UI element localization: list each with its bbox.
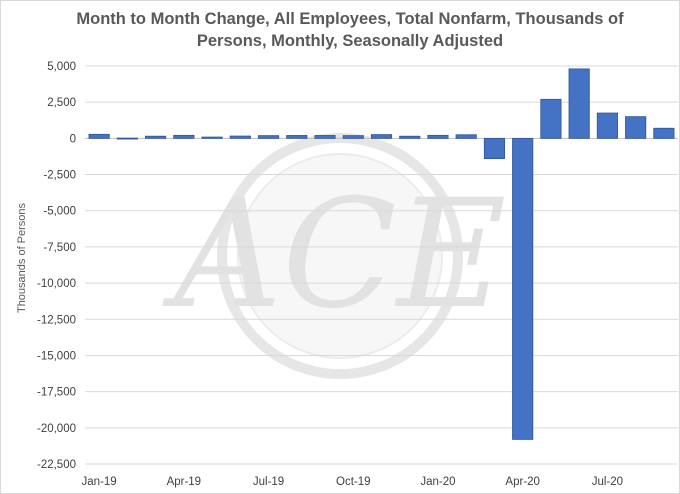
bar-mar-19 — [145, 135, 167, 139]
chart-title: Month to Month Change, All Employees, To… — [76, 10, 624, 50]
x-tick-label: Jan-19 — [82, 476, 117, 488]
y-tick-label: -2,500 — [43, 170, 76, 182]
bar-jan-19 — [88, 133, 110, 139]
y-tick-label: -5,000 — [43, 206, 76, 218]
y-tick-label: 5,000 — [47, 61, 76, 73]
x-tick-label: Jul-19 — [253, 476, 284, 488]
y-tick-label: -17,500 — [37, 387, 76, 399]
bar-apr-20 — [512, 137, 534, 440]
bar-jan-20 — [427, 134, 449, 139]
x-tick-label: Apr-20 — [505, 476, 540, 488]
y-tick-label: -12,500 — [37, 314, 76, 326]
x-axis-tick-labels: Jan-19 Apr-19 Jul-19 Oct-19 Jan-20 Apr-20 Jul-… — [82, 476, 624, 488]
y-tick-label: -22,500 — [37, 459, 76, 471]
x-tick-label: Oct-19 — [336, 476, 371, 488]
y-axis-tick-labels: 5,000 2,500 0 -2,500 -5,000 -7,500 -10,000 -12,… — [37, 61, 76, 471]
watermark-coin: ACE — [162, 133, 507, 379]
bar-apr-19 — [173, 134, 195, 139]
bar-aug-19 — [286, 135, 308, 139]
y-tick-label: -7,500 — [43, 242, 76, 254]
bar-may-19 — [201, 136, 223, 139]
bar-jul-19 — [257, 135, 280, 139]
bar-jul-20 — [596, 112, 618, 139]
bar-mar-20 — [483, 137, 506, 160]
bars — [88, 68, 675, 440]
bar-dec-19 — [399, 135, 421, 139]
bar-may-20 — [540, 98, 562, 139]
bar-sep-19 — [314, 135, 336, 139]
y-tick-label: 2,500 — [47, 97, 76, 109]
y-tick-label: -10,000 — [37, 278, 76, 290]
bar-aug-20 — [625, 116, 647, 139]
bar-feb-20 — [455, 134, 477, 139]
bar-sep-20 — [653, 127, 675, 139]
bar-oct-19 — [342, 135, 364, 139]
y-tick-label: -15,000 — [37, 350, 76, 362]
y-tick-label: 0 — [70, 133, 76, 145]
x-tick-label: Jan-20 — [420, 476, 455, 488]
bar-nov-19 — [370, 134, 393, 139]
x-tick-label: Apr-19 — [167, 476, 202, 488]
y-tick-label: -20,000 — [37, 423, 76, 435]
y-axis-label: Thousands of Persons — [16, 202, 28, 313]
bar-jun-19 — [229, 135, 251, 139]
watermark-text: ACE — [162, 168, 507, 342]
x-tick-label: Jul-20 — [592, 476, 623, 488]
bar-jun-20 — [568, 68, 590, 139]
bar-feb-19 — [116, 137, 138, 140]
